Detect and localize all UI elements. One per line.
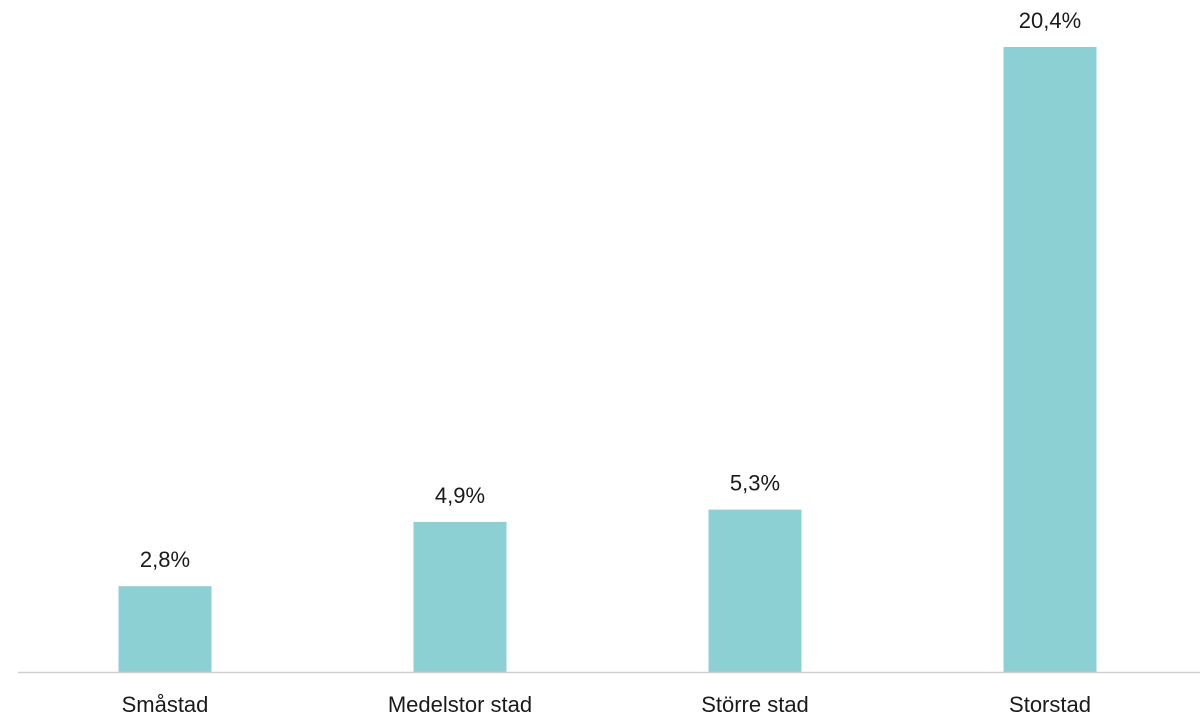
category-label-0: Småstad	[122, 692, 209, 717]
bar-3	[1003, 47, 1097, 672]
category-label-1: Medelstor stad	[388, 692, 532, 717]
bar-2	[708, 509, 802, 672]
category-label-2: Större stad	[701, 692, 809, 717]
category-labels-group: Småstad Medelstor stad Större stad Storstad	[122, 692, 1091, 717]
value-label-0: 2,8%	[140, 547, 190, 572]
bar-1	[413, 521, 507, 672]
bars-group	[118, 47, 1097, 672]
bar-0	[118, 586, 212, 672]
value-label-1: 4,9%	[435, 483, 485, 508]
value-label-3: 20,4%	[1019, 8, 1081, 33]
value-labels-group: 2,8% 4,9% 5,3% 20,4%	[140, 8, 1081, 572]
value-label-2: 5,3%	[730, 471, 780, 496]
category-label-3: Storstad	[1009, 692, 1091, 717]
